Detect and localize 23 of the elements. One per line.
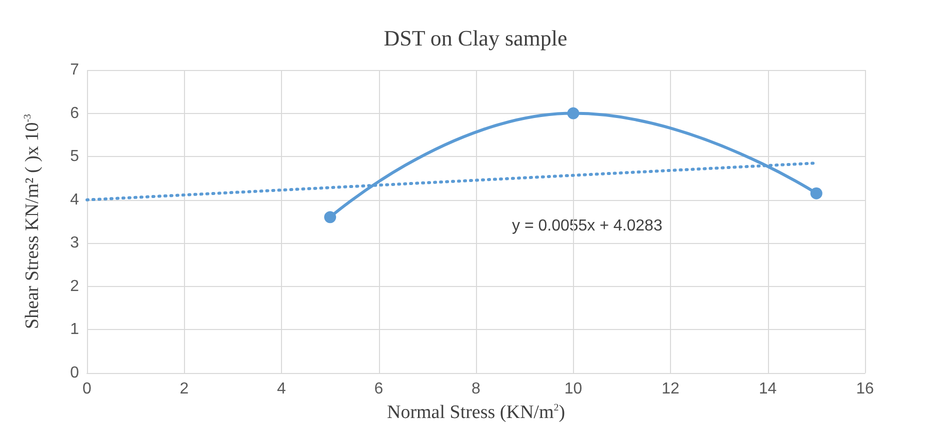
y-tick-label: 6 xyxy=(70,104,80,122)
annotation: y = 0.0055x + 4.0283 xyxy=(512,218,662,234)
y-tick-label: 0 xyxy=(70,364,80,382)
x-tick-label: 16 xyxy=(856,380,874,398)
y-axis-title: Shear Stress KN/m² ( )x 10-3 xyxy=(22,114,43,330)
point xyxy=(810,187,822,200)
y-tick-label: 4 xyxy=(70,191,80,208)
y-tick-label: 3 xyxy=(70,234,80,252)
y-tick-label: 5 xyxy=(70,148,80,166)
y-tick-label: 1 xyxy=(70,321,80,338)
x-tick-label: 14 xyxy=(758,380,777,398)
y-tick-label: 7 xyxy=(70,62,80,78)
y-tick-label: 2 xyxy=(70,278,80,295)
x-tick-label: 2 xyxy=(180,380,189,398)
x-tick-label: 0 xyxy=(82,380,92,398)
x-tick-label: 6 xyxy=(374,380,384,398)
point xyxy=(324,211,336,224)
x-tick-label: 8 xyxy=(472,380,481,398)
x-tick-label: 12 xyxy=(662,380,680,398)
chart-title: DST on Clay sample xyxy=(384,26,568,50)
x-tick-label: 4 xyxy=(277,380,286,398)
x-tick-label: 10 xyxy=(564,380,582,398)
point xyxy=(567,107,580,120)
